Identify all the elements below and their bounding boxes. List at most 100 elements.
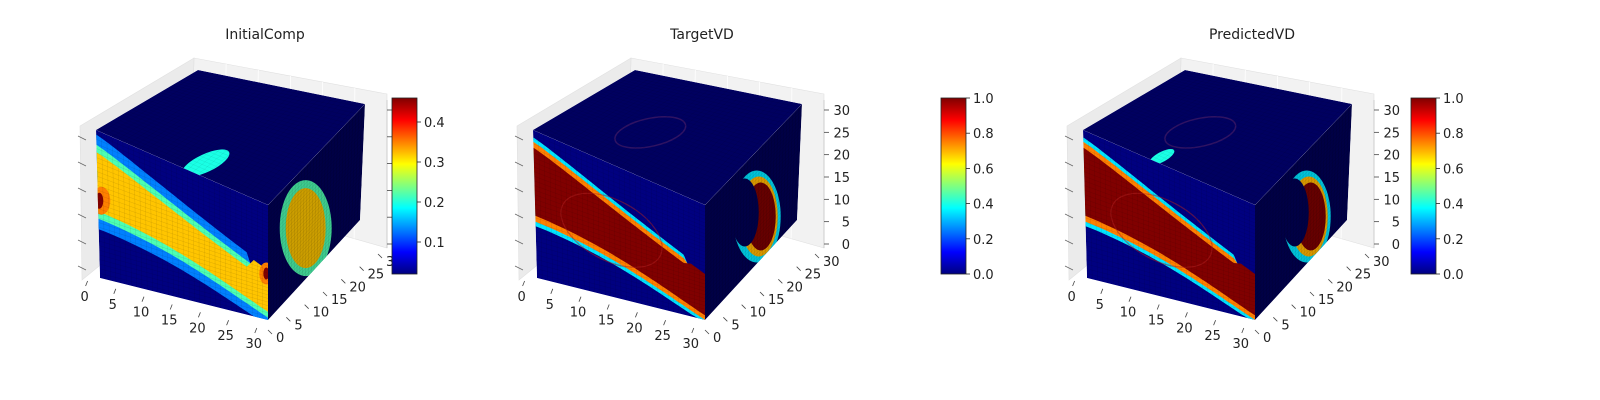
y-tick bbox=[723, 317, 728, 322]
x-tick bbox=[1156, 304, 1160, 310]
colorbar-tick-label: 0.8 bbox=[1443, 127, 1464, 142]
y-tick-label: 10 bbox=[313, 306, 330, 321]
x-tick-label: 0 bbox=[1067, 290, 1075, 305]
y-tick-label: 25 bbox=[368, 268, 385, 283]
z-tick-label: 30 bbox=[1383, 104, 1400, 119]
y-tick-label: 5 bbox=[731, 318, 739, 333]
z-tick-label: 0 bbox=[1392, 238, 1400, 253]
x-tick-label: 5 bbox=[1096, 298, 1104, 313]
y-tick bbox=[1309, 291, 1315, 297]
x-tick bbox=[1241, 327, 1245, 334]
z-tick-label: 25 bbox=[1383, 126, 1400, 141]
x-tick-label: 20 bbox=[1176, 321, 1193, 336]
cube-right-face bbox=[268, 104, 365, 320]
x-tick-label: 30 bbox=[683, 337, 700, 352]
ghost-outline bbox=[1110, 192, 1213, 268]
colorbar: 0.1 0.2 0.3 0.4 bbox=[391, 97, 445, 275]
colorbar-tick-label: 0.4 bbox=[424, 116, 445, 131]
colorbar-tick-label: 0.4 bbox=[973, 198, 994, 213]
z-tick-label: 5 bbox=[1392, 216, 1400, 231]
left-tick bbox=[514, 213, 524, 219]
colorbar: 0.0 0.2 0.4 0.6 0.8 1.0 bbox=[940, 92, 994, 283]
colorbar-tick-label: 0.2 bbox=[973, 233, 994, 248]
x-tick bbox=[85, 280, 88, 287]
top-background bbox=[96, 70, 365, 205]
x-tick-label: 30 bbox=[1233, 337, 1250, 352]
left-tick bbox=[1064, 265, 1074, 271]
y-tick bbox=[1254, 329, 1260, 335]
top-voxel-grid bbox=[99, 70, 363, 203]
field-body bbox=[96, 152, 268, 312]
z-tick-label: 20 bbox=[833, 149, 850, 164]
y-tick-label: 25 bbox=[1355, 268, 1372, 283]
colorbar-tick-label: 0.6 bbox=[973, 162, 994, 177]
colorbar-tick-label: 0.0 bbox=[1443, 268, 1464, 283]
y-tick bbox=[377, 253, 383, 259]
x-tick bbox=[169, 304, 173, 310]
y-tick-label: 15 bbox=[1318, 293, 1335, 308]
left-tick bbox=[77, 135, 87, 141]
colorbar-tick-label: 0.4 bbox=[1443, 198, 1464, 213]
x-tick-label: 10 bbox=[1120, 306, 1137, 321]
y-tick-label: 15 bbox=[768, 293, 785, 308]
z-tick-label: 15 bbox=[1383, 171, 1400, 186]
colorbar-gradient bbox=[940, 97, 967, 275]
y-tick bbox=[1364, 253, 1370, 259]
left-tick bbox=[514, 187, 524, 193]
z-tick-label: 25 bbox=[833, 126, 850, 141]
z-axis: 0 5 10 15 20 25 30 bbox=[1373, 100, 1400, 253]
x-tick-label: 0 bbox=[517, 290, 525, 305]
left-tick bbox=[77, 187, 87, 193]
left-tick bbox=[77, 161, 87, 167]
right-disc bbox=[285, 188, 326, 269]
colorbar-tick-label: 0.2 bbox=[1443, 233, 1464, 248]
x-tick bbox=[1128, 296, 1132, 302]
z-tick-label: 10 bbox=[833, 193, 850, 208]
y-tick-label: 10 bbox=[750, 306, 767, 321]
y-tick-label: 30 bbox=[1373, 255, 1390, 270]
y-tick-label: 0 bbox=[1263, 331, 1271, 346]
y-tick bbox=[322, 291, 328, 297]
left-tick bbox=[77, 239, 87, 245]
top-background bbox=[1083, 70, 1352, 205]
left-tick bbox=[77, 213, 87, 219]
y-tick bbox=[286, 317, 291, 322]
x-tick-label: 25 bbox=[1204, 329, 1221, 344]
y-tick-label: 25 bbox=[805, 268, 822, 283]
right-voxel-grid bbox=[705, 107, 802, 317]
x-tick-label: 5 bbox=[109, 298, 117, 313]
x-tick bbox=[550, 288, 554, 294]
x-tick bbox=[1072, 280, 1075, 287]
colorbar-tick-label: 0.0 bbox=[973, 268, 994, 283]
y-tick-label: 5 bbox=[294, 318, 302, 333]
cube-top-face bbox=[96, 70, 365, 205]
left-tick bbox=[514, 265, 524, 271]
y-tick bbox=[704, 329, 710, 335]
y-tick bbox=[814, 253, 820, 259]
y-tick bbox=[1346, 266, 1351, 271]
z-tick-label: 0 bbox=[842, 238, 850, 253]
panel-initialcomp: 051015202530051015202530InitialComp0.10.… bbox=[77, 27, 445, 352]
x-tick bbox=[691, 327, 695, 334]
x-tick-label: 25 bbox=[217, 329, 234, 344]
y-tick-label: 0 bbox=[713, 331, 721, 346]
x-tick bbox=[522, 280, 525, 287]
top-glow bbox=[1149, 149, 1175, 165]
x-tick bbox=[1185, 312, 1188, 318]
colorbar-tick-label: 1.0 bbox=[1443, 92, 1464, 107]
right-voxel-grid bbox=[1255, 107, 1352, 317]
front-voxel-grid bbox=[1083, 132, 1255, 319]
left-tick bbox=[1064, 187, 1074, 193]
colorbar-tick-label: 0.3 bbox=[424, 156, 445, 171]
right-crescent-cut bbox=[730, 178, 759, 247]
y-tick-label: 5 bbox=[1281, 318, 1289, 333]
left-tick bbox=[514, 161, 524, 167]
y-tick-label: 20 bbox=[786, 280, 803, 295]
z-axis: 0 5 10 15 20 25 30 bbox=[823, 100, 850, 253]
colorbar-gradient bbox=[1410, 97, 1437, 275]
cube-front-face bbox=[96, 130, 268, 320]
top-ghost bbox=[614, 116, 687, 149]
